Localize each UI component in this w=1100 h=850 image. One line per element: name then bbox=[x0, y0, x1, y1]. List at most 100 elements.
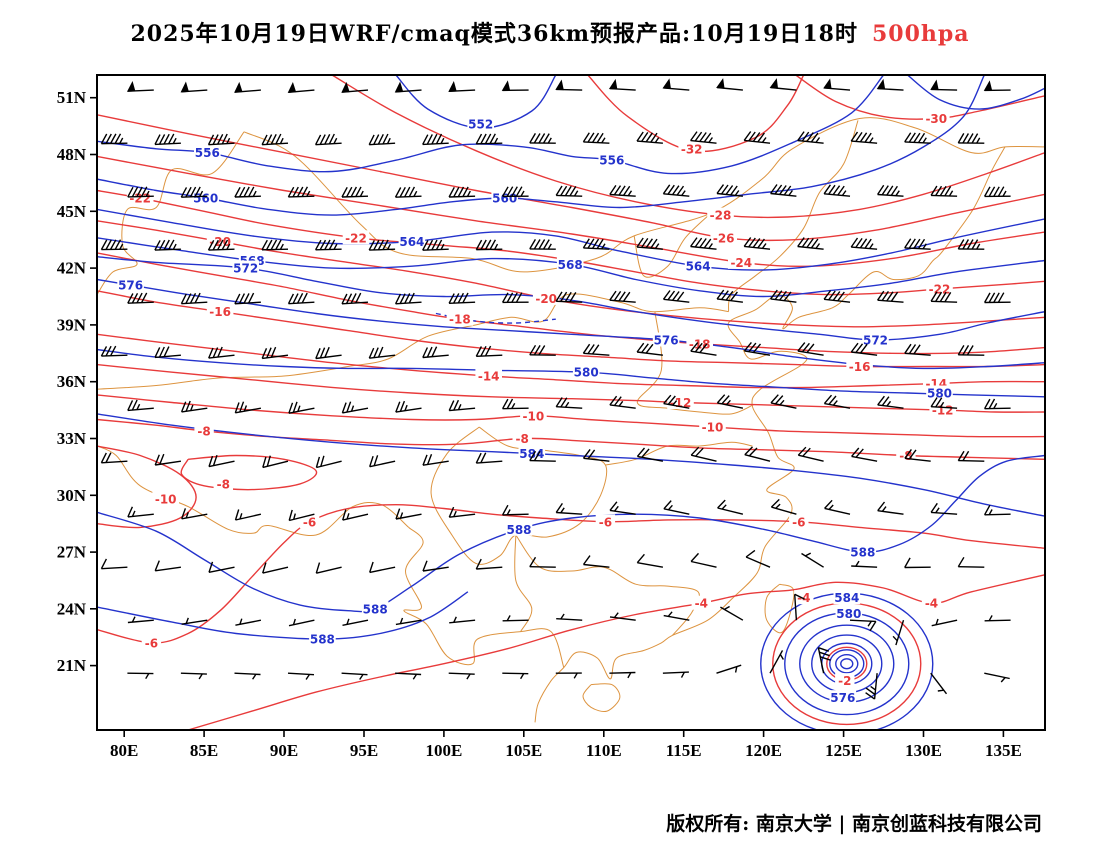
temp-contour--10 bbox=[97, 445, 197, 529]
temp-contours-layer bbox=[97, 75, 1045, 730]
wind-barb bbox=[234, 672, 261, 680]
svg-text:-4: -4 bbox=[925, 597, 938, 611]
wind-barb bbox=[501, 80, 529, 92]
contour-label: -20 bbox=[532, 290, 560, 306]
wind-barb bbox=[930, 672, 948, 695]
svg-text:-6: -6 bbox=[599, 515, 612, 529]
wind-barb bbox=[716, 78, 743, 91]
wind-barb bbox=[502, 615, 529, 622]
contour-label: 580 bbox=[926, 385, 953, 401]
lat-axis-tick-label: 42N bbox=[57, 259, 87, 278]
svg-text:-6: -6 bbox=[145, 636, 158, 650]
title-level: 500hpa bbox=[871, 21, 970, 47]
wind-barb bbox=[127, 399, 154, 412]
lon-axis-tick-label: 85E bbox=[190, 741, 218, 760]
wind-barb bbox=[100, 239, 128, 251]
lon-axis-tick-label: 110E bbox=[586, 741, 622, 760]
wind-barb bbox=[341, 81, 369, 93]
wind-barb bbox=[234, 186, 261, 198]
contour-label: -8 bbox=[512, 431, 532, 446]
wind-barb bbox=[609, 501, 636, 515]
wind-barb bbox=[850, 342, 878, 356]
wind-barb bbox=[930, 397, 958, 409]
svg-text:-26: -26 bbox=[713, 231, 735, 245]
lat-axis-tick-label: 51N bbox=[57, 88, 87, 107]
svg-text:-8: -8 bbox=[516, 432, 529, 446]
svg-text:-10: -10 bbox=[155, 493, 177, 507]
wind-barb bbox=[662, 184, 690, 197]
wind-barb bbox=[957, 450, 985, 462]
wind-barb bbox=[475, 452, 503, 464]
wind-barb bbox=[341, 672, 368, 680]
contour-label: 560 bbox=[491, 190, 518, 206]
wind-barb bbox=[983, 292, 1011, 304]
svg-text:-8: -8 bbox=[217, 477, 230, 491]
wind-barb bbox=[745, 549, 771, 568]
contour-label: -22 bbox=[342, 230, 370, 245]
wind-barb bbox=[582, 132, 610, 144]
wind-barb bbox=[180, 292, 208, 305]
wind-barb bbox=[823, 394, 851, 409]
wind-barb bbox=[850, 237, 878, 250]
wind-barb bbox=[849, 619, 877, 632]
svg-text:588: 588 bbox=[506, 523, 531, 537]
wind-barb bbox=[609, 671, 636, 679]
wind-barb bbox=[154, 133, 181, 146]
wind-barb bbox=[208, 346, 235, 359]
wind-barb bbox=[529, 239, 556, 250]
temp-contour--22 bbox=[97, 189, 1045, 296]
wind-barb bbox=[716, 289, 743, 303]
wind-barb bbox=[582, 343, 610, 356]
wind-barb bbox=[235, 618, 262, 626]
contour-label: -8 bbox=[213, 476, 233, 491]
svg-text:-22: -22 bbox=[129, 192, 151, 206]
contour-label: -18 bbox=[446, 311, 474, 327]
svg-text:-8: -8 bbox=[197, 424, 210, 438]
contour-label: 580 bbox=[835, 606, 863, 621]
wind-barb bbox=[769, 78, 797, 91]
height-contour-588 bbox=[97, 454, 1045, 613]
temp-contour--24 bbox=[97, 155, 1045, 268]
wind-barb bbox=[449, 616, 476, 624]
geo-border-path bbox=[430, 426, 608, 565]
wind-barb bbox=[127, 292, 154, 304]
svg-text:564: 564 bbox=[686, 260, 711, 274]
height-contour-556 bbox=[97, 75, 885, 175]
wind-barb bbox=[100, 345, 128, 357]
lon-axis-tick-label: 115E bbox=[666, 741, 702, 760]
wind-barb bbox=[770, 184, 797, 197]
wind-barb bbox=[931, 618, 958, 627]
geo-border-path bbox=[403, 527, 565, 668]
height-contour-560 bbox=[97, 75, 985, 216]
height-contour-556 bbox=[907, 75, 1045, 110]
temp-contour--6 bbox=[97, 503, 1045, 644]
svg-text:-14: -14 bbox=[478, 370, 500, 384]
svg-text:560: 560 bbox=[492, 192, 517, 206]
svg-text:-20: -20 bbox=[535, 292, 557, 306]
wind-barb bbox=[690, 131, 717, 144]
wind-barb bbox=[556, 613, 583, 621]
wind-barb bbox=[502, 672, 529, 680]
contour-label: -2 bbox=[835, 673, 855, 688]
wind-barb bbox=[501, 398, 529, 410]
contour-label: -6 bbox=[141, 635, 162, 650]
geo-borders-layer bbox=[97, 117, 1045, 723]
svg-text:-18: -18 bbox=[449, 313, 471, 327]
lat-axis-tick-label: 27N bbox=[57, 543, 87, 562]
wind-barb bbox=[208, 561, 235, 573]
wind-barbs-layer bbox=[100, 78, 1011, 700]
wind-barb bbox=[555, 291, 583, 303]
wind-barb bbox=[662, 290, 690, 303]
lat-axis-tick-label: 24N bbox=[57, 599, 87, 618]
contour-label: -16 bbox=[846, 359, 873, 374]
wind-barb bbox=[234, 81, 261, 93]
wind-barb bbox=[983, 80, 1011, 92]
wind-barb bbox=[100, 133, 128, 145]
wind-barb bbox=[342, 509, 369, 521]
wind-barb bbox=[716, 394, 744, 409]
wind-barb bbox=[395, 617, 422, 626]
copyright: 版权所有: 南京大学 | 南京创蓝科技有限公司 bbox=[666, 813, 1042, 835]
svg-text:-6: -6 bbox=[303, 515, 316, 529]
svg-text:564: 564 bbox=[399, 235, 424, 249]
wind-barb bbox=[395, 508, 422, 520]
